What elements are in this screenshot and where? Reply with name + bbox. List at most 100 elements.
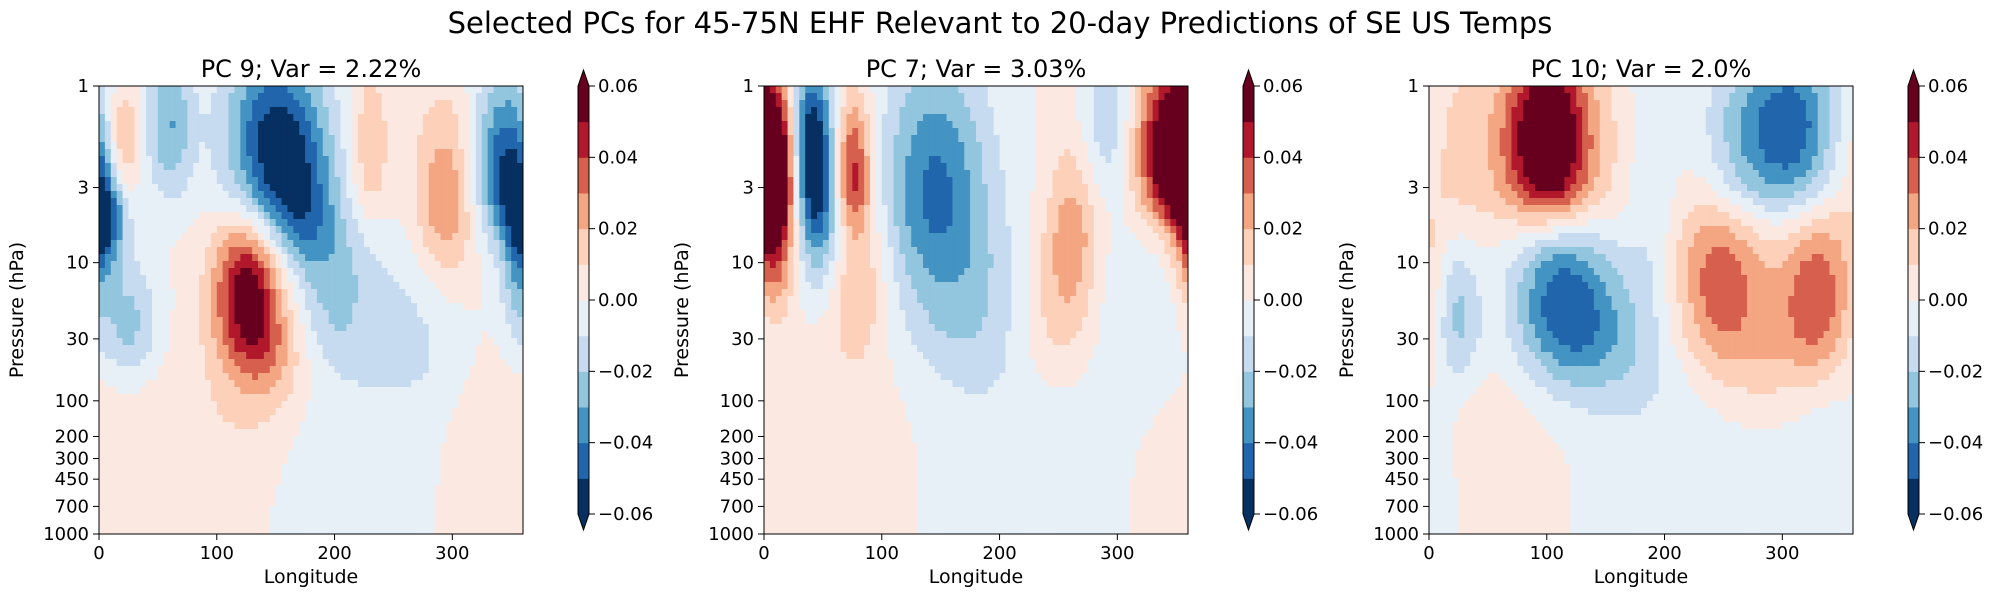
heatmap-cell bbox=[216, 296, 224, 304]
heatmap-cell bbox=[422, 233, 430, 241]
heatmap-cell bbox=[475, 373, 483, 381]
heatmap-cell bbox=[434, 128, 442, 136]
heatmap-cell bbox=[163, 156, 171, 164]
heatmap-cell bbox=[511, 296, 518, 304]
heatmap-cell bbox=[152, 296, 159, 304]
heatmap-cell bbox=[517, 282, 523, 290]
heatmap-cell bbox=[187, 380, 194, 388]
heatmap-cell bbox=[152, 149, 159, 157]
heatmap-cell bbox=[187, 366, 194, 374]
heatmap-cell bbox=[393, 324, 400, 332]
heatmap-cell bbox=[316, 212, 324, 220]
heatmap-cell bbox=[434, 100, 442, 108]
heatmap-cell bbox=[116, 499, 124, 507]
heatmap-cell bbox=[493, 219, 501, 227]
heatmap-cell bbox=[175, 261, 183, 269]
heatmap-cell bbox=[240, 331, 247, 339]
heatmap-cell bbox=[405, 100, 412, 108]
heatmap-cell bbox=[240, 464, 247, 472]
heatmap-cell bbox=[340, 520, 347, 528]
heatmap-cell bbox=[440, 233, 448, 241]
heatmap-cell bbox=[411, 289, 418, 297]
heatmap-cell bbox=[511, 191, 518, 199]
heatmap-cell bbox=[252, 310, 259, 318]
heatmap-cell bbox=[475, 478, 483, 486]
heatmap-cell bbox=[428, 310, 436, 318]
heatmap-cell bbox=[464, 93, 471, 101]
heatmap-cell bbox=[387, 352, 395, 360]
heatmap-cell bbox=[181, 212, 188, 220]
heatmap-cell bbox=[999, 107, 1007, 115]
heatmap-cell bbox=[381, 408, 389, 416]
heatmap-cell bbox=[234, 219, 241, 227]
heatmap-cell bbox=[181, 268, 188, 276]
heatmap-cell bbox=[116, 485, 124, 493]
heatmap-cell bbox=[281, 289, 289, 297]
heatmap-cell bbox=[340, 121, 347, 129]
x-axis-label: Longitude bbox=[264, 566, 359, 588]
heatmap-cell bbox=[222, 233, 230, 241]
heatmap-cell bbox=[387, 275, 395, 283]
heatmap-cell bbox=[205, 457, 212, 465]
axes-frame bbox=[98, 85, 524, 535]
heatmap-cell bbox=[122, 380, 130, 388]
heatmap-cell bbox=[352, 352, 359, 360]
heatmap-cell bbox=[464, 240, 471, 248]
heatmap-cell bbox=[169, 499, 177, 507]
heatmap-cell bbox=[169, 471, 177, 479]
heatmap-cell bbox=[470, 464, 477, 472]
heatmap-cell bbox=[375, 303, 383, 311]
heatmap-cell bbox=[104, 317, 112, 325]
heatmap-cell bbox=[104, 506, 112, 514]
heatmap-cell bbox=[157, 485, 165, 493]
heatmap-cell bbox=[928, 100, 936, 108]
heatmap-cell bbox=[134, 100, 141, 108]
heatmap-cell bbox=[175, 485, 183, 493]
heatmap-cell bbox=[499, 499, 506, 507]
heatmap-cell bbox=[175, 177, 183, 185]
subplot-2: PC 7; Var = 3.03%0 100 200 300Longitude1310… bbox=[671, 55, 1318, 588]
heatmap-cell bbox=[805, 107, 812, 115]
heatmap-cell bbox=[1170, 107, 1177, 115]
heatmap-cell bbox=[293, 366, 300, 374]
heatmap-cell bbox=[970, 114, 977, 122]
heatmap-cell bbox=[146, 310, 153, 318]
heatmap-cell bbox=[499, 331, 506, 339]
heatmap-cell bbox=[99, 345, 106, 353]
heatmap-cell bbox=[311, 443, 318, 451]
heatmap-cell bbox=[311, 261, 318, 269]
heatmap-cell bbox=[205, 359, 212, 367]
heatmap-cell bbox=[517, 422, 523, 430]
heatmap-cell bbox=[328, 226, 336, 234]
heatmap-cell bbox=[228, 247, 236, 255]
heatmap-cell bbox=[187, 219, 194, 227]
heatmap-cell bbox=[316, 289, 324, 297]
heatmap-cell bbox=[440, 261, 448, 269]
heatmap-cell bbox=[216, 366, 224, 374]
heatmap-cell bbox=[281, 422, 289, 430]
heatmap-cell bbox=[393, 184, 400, 192]
heatmap-cell bbox=[258, 100, 265, 108]
heatmap-cell bbox=[210, 464, 218, 472]
heatmap-cell bbox=[128, 373, 135, 381]
heatmap-cell bbox=[140, 324, 147, 332]
heatmap-cell bbox=[452, 247, 459, 255]
heatmap-cell bbox=[381, 163, 389, 171]
heatmap-cell bbox=[452, 282, 459, 290]
heatmap-cell bbox=[511, 338, 518, 346]
heatmap-cell bbox=[446, 422, 453, 430]
heatmap-cell bbox=[169, 156, 177, 164]
heatmap-cell bbox=[140, 520, 147, 528]
heatmap-cell bbox=[240, 373, 247, 381]
heatmap-cell bbox=[464, 163, 471, 171]
heatmap-cell bbox=[187, 429, 194, 437]
heatmap-cell bbox=[405, 254, 412, 262]
heatmap-cell bbox=[193, 436, 200, 444]
heatmap-cell bbox=[175, 429, 183, 437]
heatmap-cell bbox=[281, 513, 289, 521]
heatmap-cell bbox=[458, 499, 465, 507]
heatmap-cell bbox=[128, 296, 135, 304]
heatmap-cell bbox=[181, 520, 188, 528]
heatmap-cell bbox=[169, 282, 177, 290]
heatmap-cell bbox=[246, 478, 253, 486]
